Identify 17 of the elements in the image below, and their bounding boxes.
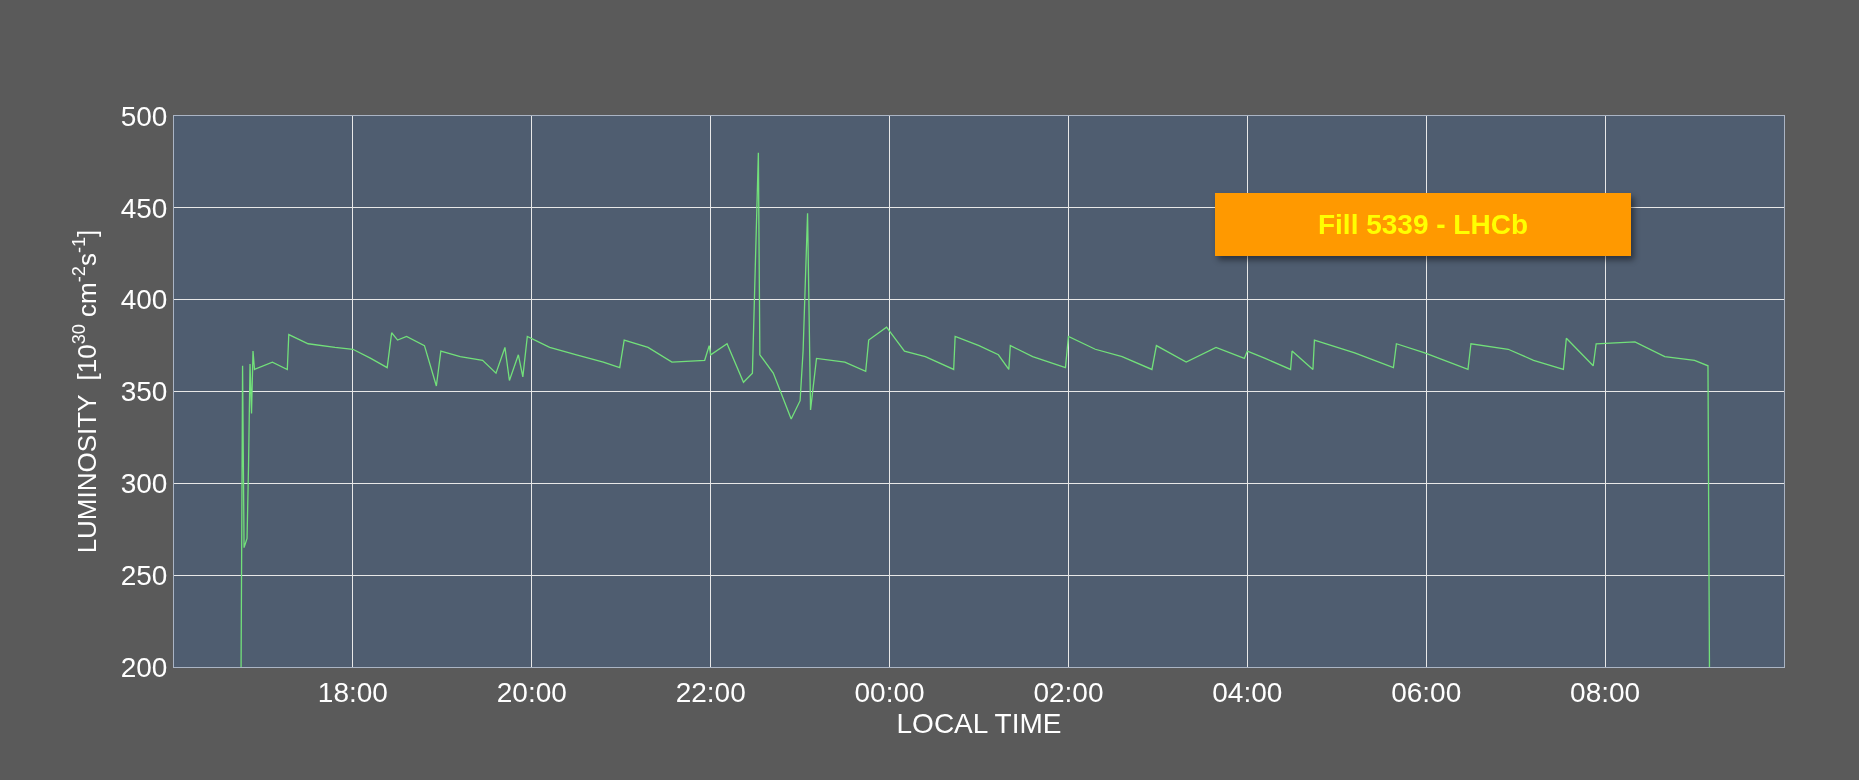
x-tick-label: 02:00	[1033, 676, 1104, 708]
x-tick-label: 06:00	[1391, 676, 1462, 708]
y-tick-label: 350	[120, 376, 168, 408]
y-tick-label: 300	[120, 468, 168, 500]
y-tick-label: 250	[120, 559, 168, 591]
y-tick-label: 450	[120, 192, 168, 224]
x-tick-label: 04:00	[1212, 676, 1283, 708]
x-tick-label: 22:00	[675, 676, 746, 708]
x-tick-label: 20:00	[496, 676, 567, 708]
x-tick-label: 08:00	[1570, 676, 1641, 708]
label-box: Fill 5339 - LHCb	[1215, 193, 1631, 256]
y-tick-label: 200	[120, 651, 168, 683]
x-axis-title: LOCAL TIME	[896, 707, 1062, 739]
y-tick-label: 400	[120, 284, 168, 316]
x-tick-label: 00:00	[854, 676, 925, 708]
y-tick-label: 500	[120, 100, 168, 132]
x-tick-label: 18:00	[317, 676, 388, 708]
